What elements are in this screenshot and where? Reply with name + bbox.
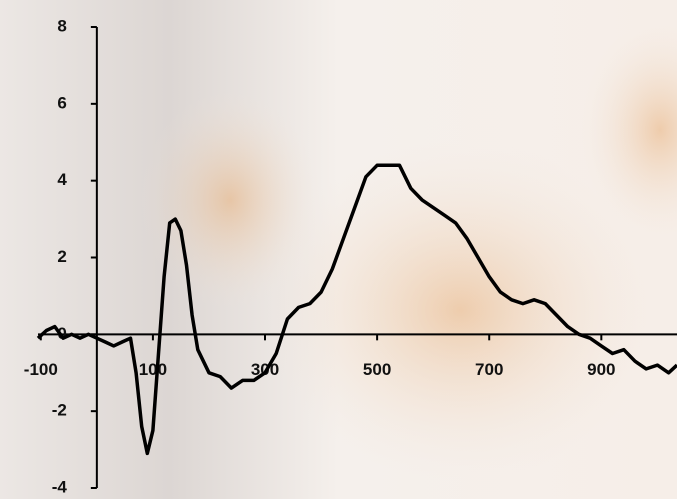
x-tick-label: 900 [587, 360, 615, 379]
background-shape [260, 140, 660, 480]
y-tick-label: 6 [57, 93, 66, 112]
y-tick-label: 0 [57, 324, 66, 343]
y-tick-label: 4 [57, 170, 67, 189]
y-tick-label: -4 [52, 477, 68, 496]
x-tick-label: 100 [139, 360, 167, 379]
x-tick-label: -100 [24, 360, 58, 379]
background-shape [580, 20, 677, 240]
y-tick-label: 8 [57, 16, 66, 35]
x-tick-label: 700 [475, 360, 503, 379]
data-line [36, 163, 677, 456]
y-tick-label: -2 [52, 401, 67, 420]
x-tick-label: 500 [363, 360, 391, 379]
y-tick-label: 2 [57, 247, 66, 266]
